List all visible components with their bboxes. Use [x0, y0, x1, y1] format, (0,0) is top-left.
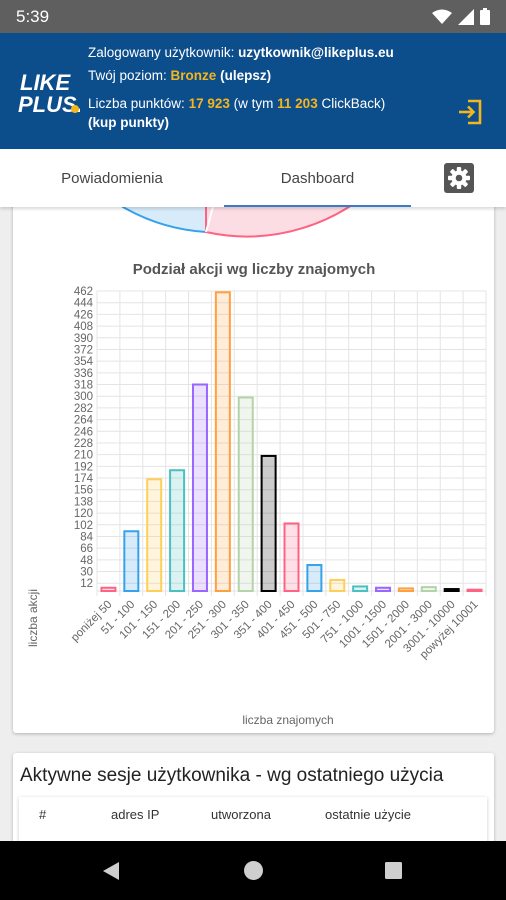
- y-tick-label: 66: [80, 543, 93, 555]
- points-value: 17 923: [188, 96, 230, 111]
- y-tick-label: 282: [74, 403, 93, 415]
- level-label: Twój poziom:: [88, 68, 167, 83]
- points-middle: (w tym: [233, 96, 274, 111]
- clickback-label: ClickBack): [321, 96, 386, 111]
- tab-dashboard[interactable]: Dashboard: [224, 149, 411, 207]
- y-tick-label: 336: [74, 368, 93, 380]
- chart-bars: [100, 291, 483, 593]
- system-icons: [432, 8, 490, 25]
- x-axis-label: liczba znajomych: [242, 713, 333, 727]
- bar-5[interactable]: [214, 291, 231, 592]
- col-created: utworzona: [211, 807, 271, 822]
- y-axis-ticks: 1230486684102120138156174192210228246264…: [74, 286, 94, 590]
- pie-slice-red: [205, 207, 351, 238]
- upgrade-link[interactable]: (ulepsz): [220, 68, 272, 83]
- sessions-title: Aktywne sesje użytkownika - wg ostatnieg…: [20, 765, 444, 786]
- bar-10[interactable]: [329, 578, 346, 592]
- account-info: Zalogowany użytkownik: uzytkownik@likepl…: [88, 43, 394, 132]
- pie-chart-partial: [121, 207, 351, 238]
- home-icon[interactable]: [244, 861, 263, 880]
- gear-icon[interactable]: [444, 163, 474, 193]
- user-line: Zalogowany użytkownik: uzytkownik@likepl…: [88, 43, 394, 62]
- bar-8[interactable]: [283, 522, 300, 592]
- y-tick-label: 462: [74, 286, 93, 298]
- back-icon[interactable]: [103, 862, 119, 880]
- bar-4[interactable]: [191, 383, 208, 592]
- user-email: uzytkownik@likeplus.eu: [238, 45, 394, 60]
- y-tick-label: 444: [74, 298, 94, 310]
- svg-text:LIKE: LIKE: [20, 70, 71, 95]
- friends-distribution-chart: Podział akcji wg liczby znajomych liczba…: [26, 207, 487, 727]
- level-value: Bronze: [170, 68, 217, 83]
- dashboard-content[interactable]: Podział akcji wg liczby znajomych liczba…: [0, 207, 506, 841]
- likeplus-logo: LIKE PLUS.: [18, 70, 80, 117]
- y-tick-label: 120: [74, 508, 93, 520]
- bar-7[interactable]: [260, 454, 277, 592]
- chart-card: Podział akcji wg liczby znajomych liczba…: [13, 207, 494, 733]
- clickback-value: 11 203: [277, 96, 318, 111]
- y-tick-label: 174: [74, 473, 94, 485]
- bar-12[interactable]: [375, 586, 392, 592]
- col-last-used: ostatnie użycie: [325, 807, 411, 822]
- battery-icon: [480, 8, 490, 25]
- tab-notifications[interactable]: Powiadomienia: [61, 169, 163, 187]
- col-ip: adres IP: [111, 807, 160, 822]
- bar-3[interactable]: [169, 469, 186, 592]
- buy-points-line: (kup punkty): [88, 113, 394, 132]
- col-number: #: [39, 807, 47, 822]
- y-tick-label: 408: [74, 321, 93, 333]
- y-tick-label: 390: [74, 333, 93, 345]
- level-line: Twój poziom: Bronze (ulepsz): [88, 66, 394, 85]
- y-tick-label: 210: [74, 450, 93, 462]
- bar-0[interactable]: [100, 586, 117, 592]
- app-header: LIKE PLUS. Zalogowany użytkownik: uzytko…: [0, 33, 506, 149]
- svg-text:PLUS.: PLUS.: [18, 92, 80, 117]
- y-tick-label: 84: [80, 531, 93, 543]
- user-label: Zalogowany użytkownik:: [88, 45, 235, 60]
- active-sessions-card: Aktywne sesje użytkownika - wg ostatnieg…: [13, 753, 494, 841]
- bar-15[interactable]: [443, 588, 460, 592]
- bar-11[interactable]: [352, 585, 369, 593]
- sessions-table: # adres IP utworzona ostatnie użycie: [19, 797, 487, 841]
- wifi-icon: [432, 9, 452, 24]
- status-bar: 5:39: [0, 0, 506, 33]
- pie-slice-blue: [121, 207, 207, 234]
- tab-bar: Powiadomienia Dashboard: [0, 149, 506, 207]
- y-tick-label: 426: [74, 309, 93, 321]
- bar-16[interactable]: [466, 588, 483, 592]
- y-tick-label: 318: [74, 380, 93, 392]
- bar-14[interactable]: [420, 586, 437, 592]
- bar-2[interactable]: [146, 478, 163, 592]
- bar-13[interactable]: [397, 587, 414, 592]
- y-tick-label: 156: [74, 485, 93, 497]
- y-tick-label: 48: [80, 555, 93, 567]
- bar-1[interactable]: [123, 530, 140, 592]
- y-tick-label: 354: [74, 356, 94, 368]
- y-tick-label: 30: [80, 567, 93, 579]
- signal-icon: [458, 8, 474, 25]
- bar-9[interactable]: [306, 564, 323, 592]
- buy-points-link[interactable]: (kup punkty): [88, 115, 169, 130]
- logout-icon[interactable]: [456, 98, 484, 126]
- bar-6[interactable]: [237, 396, 254, 592]
- y-tick-label: 300: [74, 391, 93, 403]
- y-tick-label: 12: [80, 578, 93, 590]
- points-line: Liczba punktów: 17 923 (w tym 11 203 Cli…: [88, 94, 394, 113]
- y-tick-label: 228: [74, 438, 93, 450]
- y-tick-label: 372: [74, 344, 93, 356]
- y-axis-label: liczba akcji: [26, 589, 40, 647]
- y-tick-label: 102: [74, 520, 93, 532]
- status-time: 5:39: [16, 6, 50, 26]
- navigation-bar: [0, 841, 506, 900]
- recents-icon[interactable]: [385, 862, 402, 879]
- y-tick-label: 264: [74, 415, 94, 427]
- y-tick-label: 246: [74, 426, 93, 438]
- chart-title: Podział akcji wg liczby znajomych: [133, 261, 376, 278]
- points-label: Liczba punktów:: [88, 96, 185, 111]
- y-tick-label: 138: [74, 496, 93, 508]
- y-tick-label: 192: [74, 461, 93, 473]
